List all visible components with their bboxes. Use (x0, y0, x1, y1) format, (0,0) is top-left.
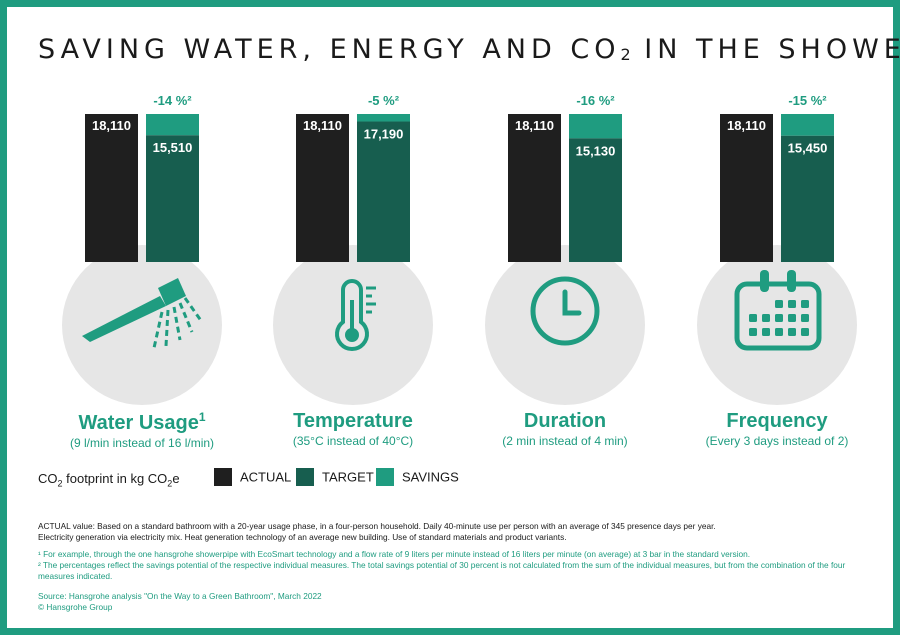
bar-actual (508, 114, 561, 262)
actual-note-line2: Electricity generation via electricity m… (38, 532, 567, 542)
bar-savings (569, 114, 622, 139)
bar-savings (357, 114, 410, 122)
bar-actual (85, 114, 138, 262)
category-subtitle: (35°C instead of 40°C) (292, 434, 414, 448)
value-label-actual: 18,110 (92, 118, 131, 133)
bar-target (357, 121, 410, 263)
icon-circle (62, 245, 222, 405)
legend-item-actual: ACTUAL (214, 468, 291, 486)
footnote-1: ¹ For example, through the one hansgrohe… (38, 549, 751, 559)
bar-target (781, 135, 834, 262)
icon-circle (697, 245, 857, 405)
value-label-actual: 18,110 (515, 118, 554, 133)
thermometer-icon (335, 279, 376, 351)
value-label-actual: 18,110 (303, 118, 342, 133)
category-label-water-usage: Water Usage1 (9 l/min instead of 16 l/mi… (42, 410, 242, 450)
category-label-temperature: Temperature (35°C instead of 40°C) (253, 410, 453, 448)
category-subtitle: (Every 3 days instead of 2) (705, 434, 849, 448)
category-subtitle: (2 min instead of 4 min) (502, 434, 628, 448)
category-title: Duration (523, 410, 607, 432)
category-label-duration: Duration (2 min instead of 4 min) (465, 410, 665, 448)
methodology-notes: ACTUAL value: Based on a standard bathro… (38, 521, 878, 582)
legend-title: CO2 footprint in kg CO2e (38, 471, 180, 489)
bar-target (569, 138, 622, 262)
category-label-frequency: Frequency (Every 3 days instead of 2) (677, 410, 877, 448)
category-title: Water Usage (78, 412, 199, 434)
percent-label: -14 %² (153, 93, 192, 108)
bar-target (146, 135, 199, 262)
copyright-line: © Hansgrohe Group (38, 602, 113, 612)
footnote-marker: 1 (198, 410, 206, 424)
category-title: Temperature (293, 410, 413, 432)
value-label-target: 15,450 (788, 141, 828, 156)
icon-circle (485, 245, 645, 405)
percent-label: -16 %² (576, 93, 615, 108)
legend-swatch-actual (214, 468, 232, 486)
value-label-target: 17,190 (364, 127, 404, 142)
category-title: Frequency (726, 410, 828, 432)
clock-icon (530, 276, 600, 346)
legend-item-savings: SAVINGS (376, 468, 459, 486)
percent-label: -15 %² (788, 93, 827, 108)
bar-savings (146, 114, 199, 136)
source-note: Source: Hansgrohe analysis "On the Way t… (38, 591, 638, 613)
category-subtitle: (9 l/min instead of 16 l/min) (69, 436, 215, 450)
value-label-target: 15,510 (153, 140, 193, 155)
percent-label: -5 %² (368, 93, 400, 108)
calendar-icon (734, 270, 822, 351)
bar-savings (781, 114, 834, 136)
bar-actual (296, 114, 349, 262)
savings-chart: 18,110 15,510 -14 %² 18,110 17,190 -5 %² 18,11… (62, 93, 857, 405)
shower-head-icon (82, 278, 204, 349)
value-label-actual: 18,110 (727, 118, 766, 133)
value-label-target: 15,130 (576, 143, 616, 158)
page-title: SAVING WATER, ENERGY AND CO2 IN THE SHOW… (38, 34, 900, 65)
bar-actual (720, 114, 773, 262)
actual-note-line1: ACTUAL value: Based on a standard bathro… (38, 521, 716, 531)
legend-item-target: TARGET (296, 468, 374, 486)
legend-swatch-target (296, 468, 314, 486)
footnote-2: ² The percentages reflect the savings po… (38, 560, 846, 581)
source-line: Source: Hansgrohe analysis "On the Way t… (38, 591, 322, 601)
legend-swatch-savings (376, 468, 394, 486)
